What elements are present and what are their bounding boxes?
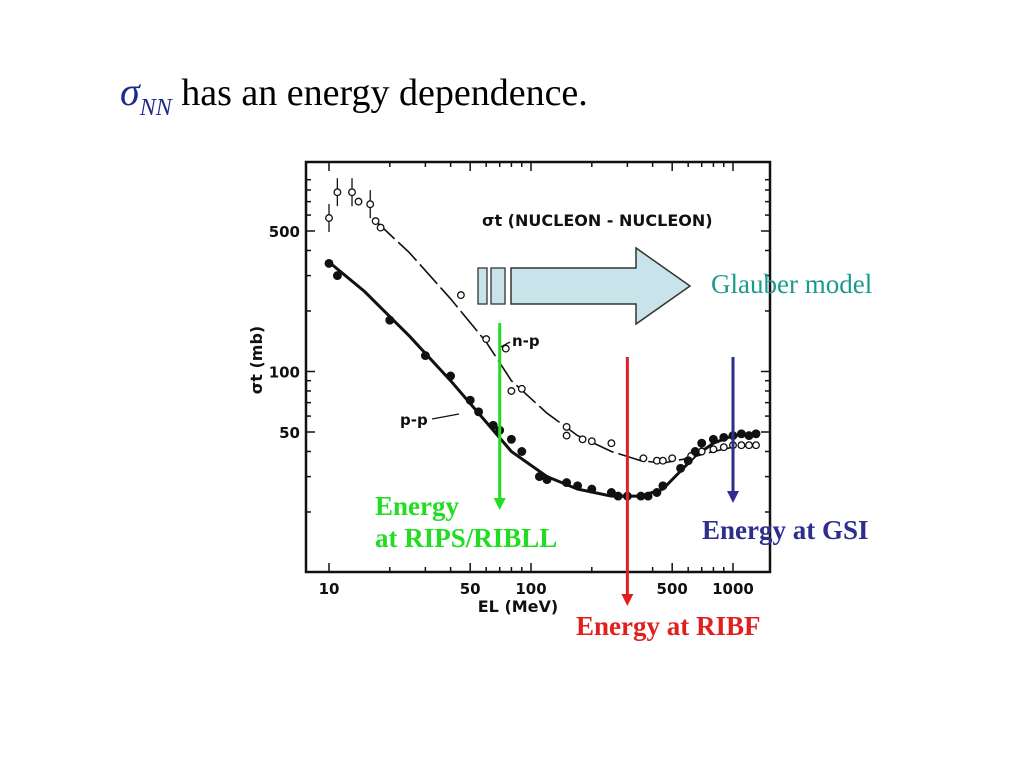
energy-rips-line1: Energy [375,491,459,521]
data-point-n-p [562,431,571,440]
data-point-p-p [643,491,653,501]
data-point-n-p [333,188,342,197]
data-point-p-p [676,463,686,473]
data-point-p-p [683,456,693,466]
data-point-p-p [517,447,527,456]
plot-frame [304,160,772,574]
data-point-n-p [658,456,667,465]
glauber-arrow-bar-1 [477,267,488,305]
y-tick-label: 100 [269,363,300,381]
data-point-p-p [465,395,475,405]
data-point-p-p [488,420,498,430]
down-arrow-icon [493,498,506,510]
energy-rips-line2: at RIPS/RIBLL [375,523,558,553]
title-text: has an energy dependence. [171,72,588,114]
y-tick-label: 500 [269,223,300,241]
data-point-p-p [652,488,662,497]
data-point-p-p [573,481,583,491]
data-point-n-p [517,384,526,393]
x-tick-label: 100 [515,580,546,598]
x-tick-label: 1000 [712,580,754,598]
data-point-p-p [446,371,456,381]
x-axis-label: EL (MeV) [478,597,558,616]
down-arrow-icon [621,594,634,606]
glauber-model-label: Glauber model [711,269,873,299]
data-point-n-p [578,435,587,444]
data-point-p-p [719,432,729,442]
data-point-n-p [745,441,753,450]
data-point-n-p [607,439,616,448]
y-tick-label: 50 [279,424,300,442]
data-point-p-p [562,478,572,488]
annotation-p-p-leader [431,413,460,420]
data-point-p-p [324,258,334,268]
down-arrow-icon [727,491,739,503]
sigma-symbol: σ [120,69,140,114]
data-point-n-p [752,441,760,450]
data-point-p-p [474,407,484,417]
data-point-n-p [639,454,648,463]
data-point-p-p [332,271,342,281]
data-point-p-p [542,475,552,485]
data-point-n-p [709,445,718,454]
data-point-p-p [697,438,707,448]
slide-title: σNN has an energy dependence. [120,68,588,121]
energy-ribf-label: Energy at RIBF [576,611,761,641]
chart-title: σt (NUCLEON - NUCLEON) [482,211,713,230]
data-point-p-p [736,429,746,439]
data-point-n-p [348,188,356,197]
y-axis-label: σt (mb) [247,326,266,394]
data-point-p-p [534,472,544,482]
data-point-n-p [501,344,510,353]
data-point-n-p [376,223,385,232]
data-point-n-p [325,214,333,222]
data-point-p-p [658,481,668,491]
data-point-n-p [354,197,363,206]
annotation-n-p: n-p [512,332,540,350]
data-point-n-p [507,387,516,395]
data-point-p-p [613,491,623,501]
data-point-p-p [708,434,718,444]
data-point-n-p [366,200,375,209]
annotation-p-p: p-p [400,411,428,429]
data-point-n-p [719,443,728,452]
data-point-p-p [506,434,516,444]
energy-rips-label: Energy at RIPS/RIBLL [375,490,557,554]
data-point-p-p [690,447,700,456]
data-point-p-p [636,491,646,501]
data-point-n-p [737,441,746,450]
x-tick-label: 10 [319,580,340,598]
glauber-arrow-bar-2 [490,267,506,305]
data-point-p-p [751,429,761,439]
data-point-n-p [456,291,465,300]
data-point-p-p [385,315,395,325]
data-point-p-p [587,484,597,494]
x-tick-label: 500 [657,580,688,598]
data-point-n-p [668,454,677,463]
data-point-p-p [606,488,616,497]
data-point-p-p [420,351,430,361]
data-point-n-p [482,335,491,344]
data-point-n-p [562,422,571,431]
energy-gsi-label: Energy at GSI [702,515,869,545]
data-point-n-p [371,217,380,226]
data-point-n-p [587,437,596,446]
x-tick-label: 50 [460,580,481,598]
right-arrow-icon [510,246,692,326]
sigma-subscript: NN [139,95,172,121]
